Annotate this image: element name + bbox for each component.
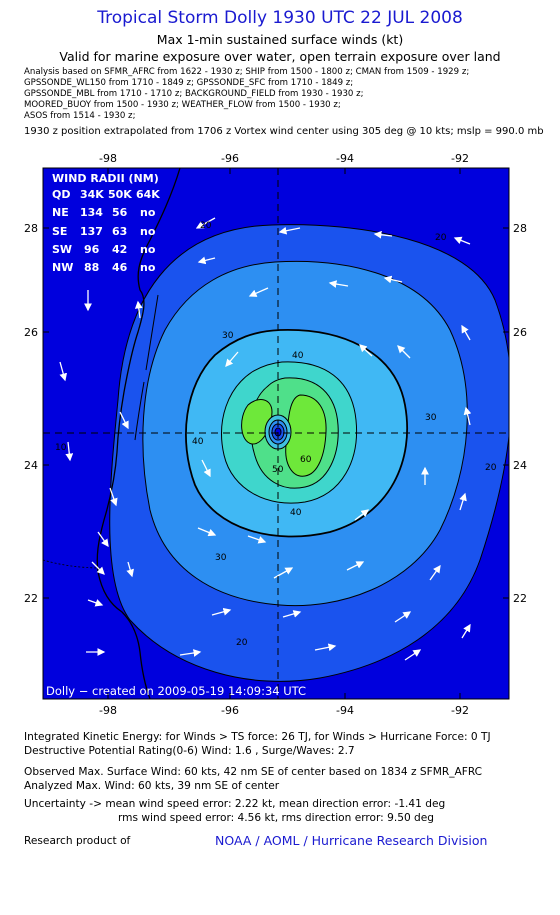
wind-radii-table: WIND RADII (NM) QD 34K 50K 64K NE 134 56… bbox=[52, 172, 160, 274]
lon-tick-label: -92 bbox=[451, 152, 469, 165]
contour-label: 10 bbox=[55, 443, 67, 453]
radii-50k: 42 bbox=[112, 243, 127, 256]
wind-vectors bbox=[59, 217, 472, 661]
radii-col-50k: 50K bbox=[108, 188, 132, 201]
lat-tick-label: 22 bbox=[24, 592, 38, 605]
wind-radii-row: NE 134 56 no bbox=[52, 206, 156, 219]
uncertainty-line-2: rms wind speed error: 4.56 kt, rms direc… bbox=[118, 812, 435, 824]
radii-64k: no bbox=[140, 243, 156, 256]
contour-label: 40 bbox=[290, 508, 302, 518]
contour-label: 40 bbox=[292, 351, 304, 361]
radii-quadrant: SW bbox=[52, 243, 72, 256]
wind-radii-row: SE 137 63 no bbox=[52, 225, 156, 238]
contour-label: 30 bbox=[215, 553, 227, 563]
subtitle-winds: Max 1-min sustained surface winds (kt) bbox=[156, 32, 404, 47]
radii-col-qd: QD bbox=[52, 188, 70, 201]
contour-label: 20 bbox=[200, 221, 212, 231]
wind-field-map: 20 20 20 20 30 30 30 40 40 40 50 60 10 W… bbox=[24, 152, 527, 715]
coastline bbox=[96, 168, 181, 699]
radii-64k: no bbox=[140, 225, 156, 238]
tick-marks bbox=[43, 168, 509, 699]
contour-label: 30 bbox=[425, 413, 437, 423]
wind-radii-title: WIND RADII (NM) bbox=[52, 172, 159, 185]
subtitle-exposure: Valid for marine exposure over water, op… bbox=[59, 49, 501, 64]
lon-tick-label: -96 bbox=[221, 704, 239, 715]
ike-line: Integrated Kinetic Energy: for Winds > T… bbox=[24, 731, 491, 743]
radii-50k: 56 bbox=[112, 206, 128, 219]
radii-50k: 63 bbox=[112, 225, 127, 238]
analysis-line: MOORED_BUOY from 1500 - 1930 z; WEATHER_… bbox=[24, 100, 341, 110]
lon-tick-label: -92 bbox=[451, 704, 469, 715]
page-title: Tropical Storm Dolly 1930 UTC 22 JUL 200… bbox=[97, 8, 463, 28]
radii-col-64k: 64K bbox=[136, 188, 160, 201]
dpr-line: Destructive Potential Rating(0-6) Wind: … bbox=[24, 745, 355, 757]
analysis-line: GPSSONDE_MBL from 1710 - 1710 z; BACKGRO… bbox=[24, 89, 364, 99]
credit-line: Dolly − created on 2009-05-19 14:09:34 U… bbox=[46, 684, 306, 698]
radii-64k: no bbox=[140, 261, 156, 274]
lat-tick-label: 24 bbox=[24, 459, 38, 472]
lat-tick-label: 28 bbox=[513, 222, 527, 235]
radii-34k: 134 bbox=[80, 206, 103, 219]
radii-col-34k: 34K bbox=[80, 188, 104, 201]
analyzed-max-line: Analyzed Max. Wind: 60 kts, 39 nm SE of … bbox=[24, 780, 280, 792]
radii-50k: 46 bbox=[112, 261, 128, 274]
lat-tick-label: 26 bbox=[24, 326, 38, 339]
lon-tick-label: -94 bbox=[336, 152, 354, 165]
observed-max-line: Observed Max. Surface Wind: 60 kts, 42 n… bbox=[24, 766, 483, 778]
contour-label: 30 bbox=[222, 331, 234, 341]
land-border bbox=[43, 559, 103, 569]
lat-tick-labels: 28 26 24 22 28 26 24 22 bbox=[24, 222, 527, 605]
radii-64k: no bbox=[140, 206, 156, 219]
lon-tick-label: -98 bbox=[99, 704, 117, 715]
wind-radii-header: QD 34K 50K 64K bbox=[52, 188, 160, 201]
lat-tick-label: 28 bbox=[24, 222, 38, 235]
uncertainty-line-1: Uncertainty -> mean wind speed error: 2.… bbox=[24, 798, 446, 810]
plot-frame bbox=[42, 167, 510, 700]
contour-label: 50 bbox=[272, 465, 284, 475]
position-note: 1930 z position extrapolated from 1706 z… bbox=[24, 126, 544, 137]
lon-tick-label: -98 bbox=[99, 152, 117, 165]
radii-34k: 96 bbox=[84, 243, 100, 256]
analysis-line: GPSSONDE_WL150 from 1710 - 1849 z; GPSSO… bbox=[24, 78, 354, 88]
lat-tick-label: 22 bbox=[513, 592, 527, 605]
radii-34k: 137 bbox=[80, 225, 103, 238]
contour-label: 20 bbox=[485, 463, 497, 473]
contour-labels: 20 20 20 20 30 30 30 40 40 40 50 60 10 bbox=[55, 221, 497, 648]
contour-label: 20 bbox=[435, 233, 447, 243]
analysis-line: ASOS from 1514 - 1930 z; bbox=[24, 111, 136, 121]
wind-radii-row: SW 96 42 no bbox=[52, 243, 156, 256]
org-link[interactable]: NOAA / AOML / Hurricane Research Divisio… bbox=[215, 833, 488, 848]
lon-tick-label: -94 bbox=[336, 704, 354, 715]
barrier-island bbox=[134, 294, 159, 441]
lon-tick-labels: -98 -96 -94 -92 -98 -96 -94 -92 bbox=[99, 152, 469, 715]
contour-label: 60 bbox=[300, 455, 312, 465]
radii-quadrant: SE bbox=[52, 225, 67, 238]
radii-34k: 88 bbox=[84, 261, 99, 274]
lat-tick-label: 26 bbox=[513, 326, 527, 339]
contour-label: 40 bbox=[192, 437, 204, 447]
contour-label: 20 bbox=[236, 638, 248, 648]
analysis-line: Analysis based on SFMR_AFRC from 1622 - … bbox=[24, 67, 470, 77]
wind-radii-row: NW 88 46 no bbox=[52, 261, 156, 274]
radii-quadrant: NW bbox=[52, 261, 73, 274]
lon-tick-label: -96 bbox=[221, 152, 239, 165]
radii-quadrant: NE bbox=[52, 206, 69, 219]
lat-tick-label: 24 bbox=[513, 459, 527, 472]
research-label: Research product of bbox=[24, 835, 131, 847]
plot-area: 20 20 20 20 30 30 30 40 40 40 50 60 10 W… bbox=[43, 168, 509, 699]
